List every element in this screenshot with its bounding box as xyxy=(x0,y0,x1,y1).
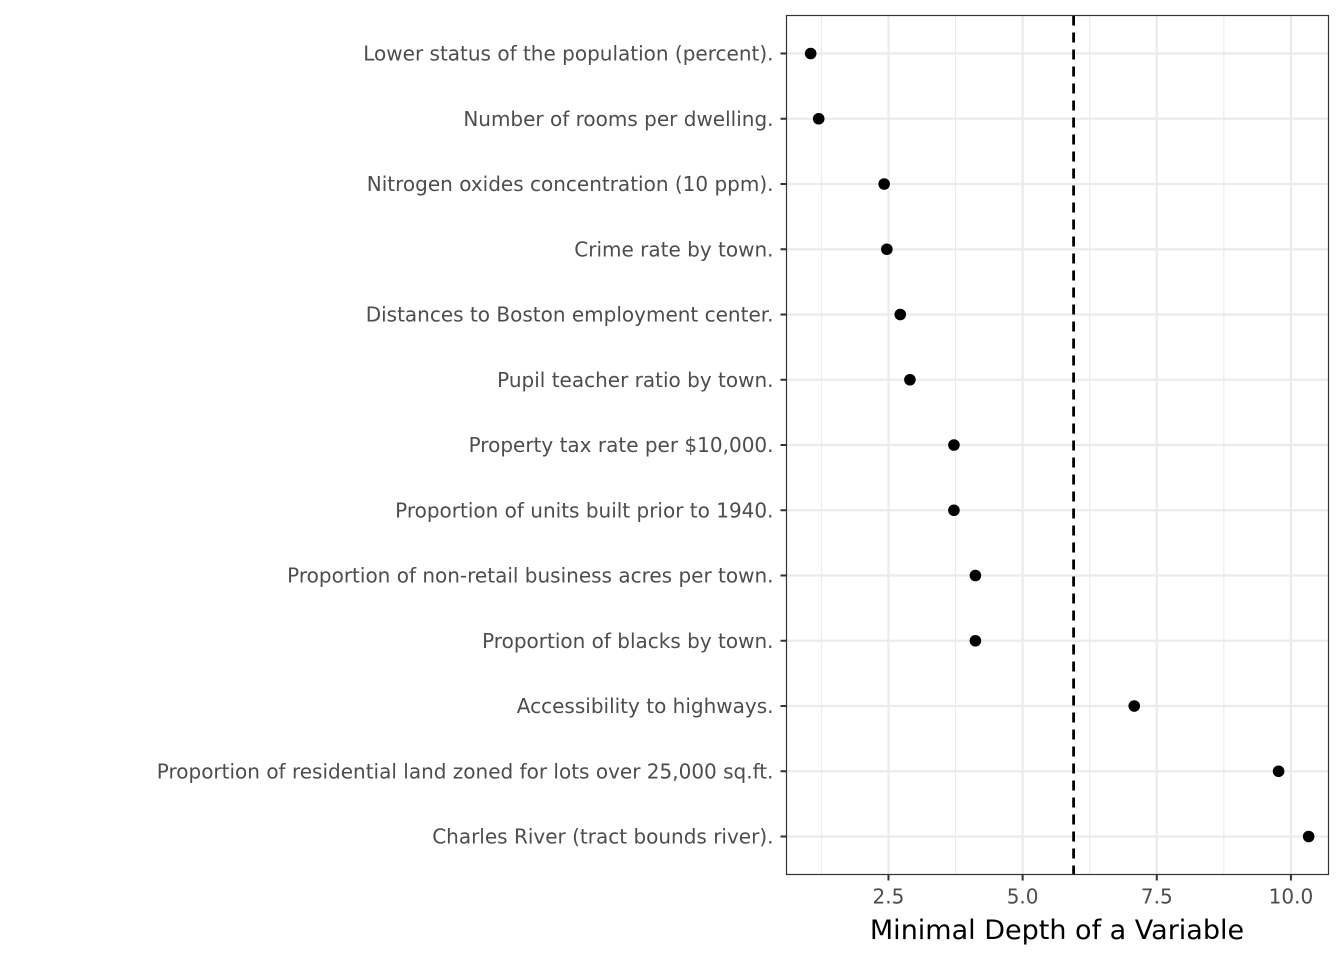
x-axis-title: Minimal Depth of a Variable xyxy=(870,915,1244,946)
y-axis: Lower status of the population (percent)… xyxy=(157,42,787,849)
points-layer xyxy=(804,47,1315,843)
y-tick-label: Accessibility to highways. xyxy=(517,694,774,718)
data-point xyxy=(804,47,817,60)
data-point xyxy=(1128,700,1141,712)
y-tick-label: Nitrogen oxides concentration (10 ppm). xyxy=(367,172,774,196)
data-point xyxy=(812,112,825,125)
data-point xyxy=(948,439,960,451)
y-tick-label: Distances to Boston employment center. xyxy=(366,303,774,327)
y-tick-label: Property tax rate per $10,000. xyxy=(469,433,774,457)
data-point xyxy=(878,178,890,190)
y-tick-label: Proportion of blacks by town. xyxy=(482,629,773,653)
data-point xyxy=(948,504,960,517)
data-point xyxy=(969,634,982,647)
data-point xyxy=(1302,830,1315,843)
x-tick-label: 10.0 xyxy=(1269,885,1314,909)
y-tick-label: Number of rooms per dwelling. xyxy=(463,107,773,131)
y-tick-label: Charles River (tract bounds river). xyxy=(432,825,773,849)
x-tick-label: 5.0 xyxy=(1007,885,1039,909)
x-tick-label: 7.5 xyxy=(1141,885,1173,909)
data-point xyxy=(969,569,982,582)
data-point xyxy=(904,373,916,386)
y-tick-label: Proportion of residential land zoned for… xyxy=(157,759,774,783)
y-tick-label: Proportion of non-retail business acres … xyxy=(287,564,773,588)
grid-layer xyxy=(786,15,1329,875)
y-tick-label: Crime rate by town. xyxy=(574,237,773,261)
x-tick-label: 2.5 xyxy=(873,885,905,909)
x-axis: 2.5 5.0 7.5 10.0 xyxy=(873,874,1314,909)
data-point xyxy=(894,308,907,321)
y-tick-label: Proportion of units built prior to 1940. xyxy=(395,498,773,522)
y-tick-label: Lower status of the population (percent)… xyxy=(363,42,773,66)
data-point xyxy=(881,243,893,256)
y-tick-label: Pupil teacher ratio by town. xyxy=(497,368,773,392)
data-point xyxy=(1272,765,1285,778)
